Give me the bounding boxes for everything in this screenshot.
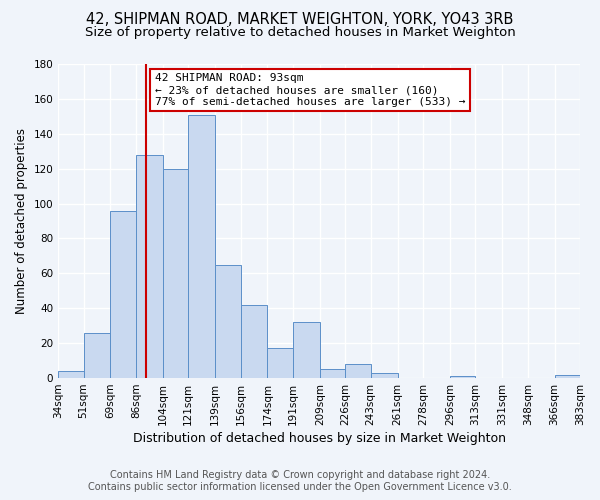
Text: 42 SHIPMAN ROAD: 93sqm
← 23% of detached houses are smaller (160)
77% of semi-de: 42 SHIPMAN ROAD: 93sqm ← 23% of detached… (155, 74, 465, 106)
Bar (554, 374, 580, 378)
Bar (371, 373, 398, 378)
Text: Contains public sector information licensed under the Open Government Licence v3: Contains public sector information licen… (88, 482, 512, 492)
Bar (188, 114, 215, 378)
X-axis label: Distribution of detached houses by size in Market Weighton: Distribution of detached houses by size … (133, 432, 506, 445)
Text: Size of property relative to detached houses in Market Weighton: Size of property relative to detached ho… (85, 26, 515, 39)
Bar (268, 348, 293, 378)
Bar (450, 376, 475, 378)
Y-axis label: Number of detached properties: Number of detached properties (15, 128, 28, 314)
Bar (136, 154, 163, 378)
Text: 42, SHIPMAN ROAD, MARKET WEIGHTON, YORK, YO43 3RB: 42, SHIPMAN ROAD, MARKET WEIGHTON, YORK,… (86, 12, 514, 28)
Bar (163, 168, 188, 378)
Bar (241, 305, 268, 378)
Bar (110, 210, 136, 378)
Text: Contains HM Land Registry data © Crown copyright and database right 2024.: Contains HM Land Registry data © Crown c… (110, 470, 490, 480)
Bar (320, 370, 345, 378)
Bar (345, 364, 371, 378)
Bar (83, 332, 110, 378)
Bar (215, 264, 241, 378)
Bar (293, 322, 320, 378)
Bar (58, 371, 83, 378)
